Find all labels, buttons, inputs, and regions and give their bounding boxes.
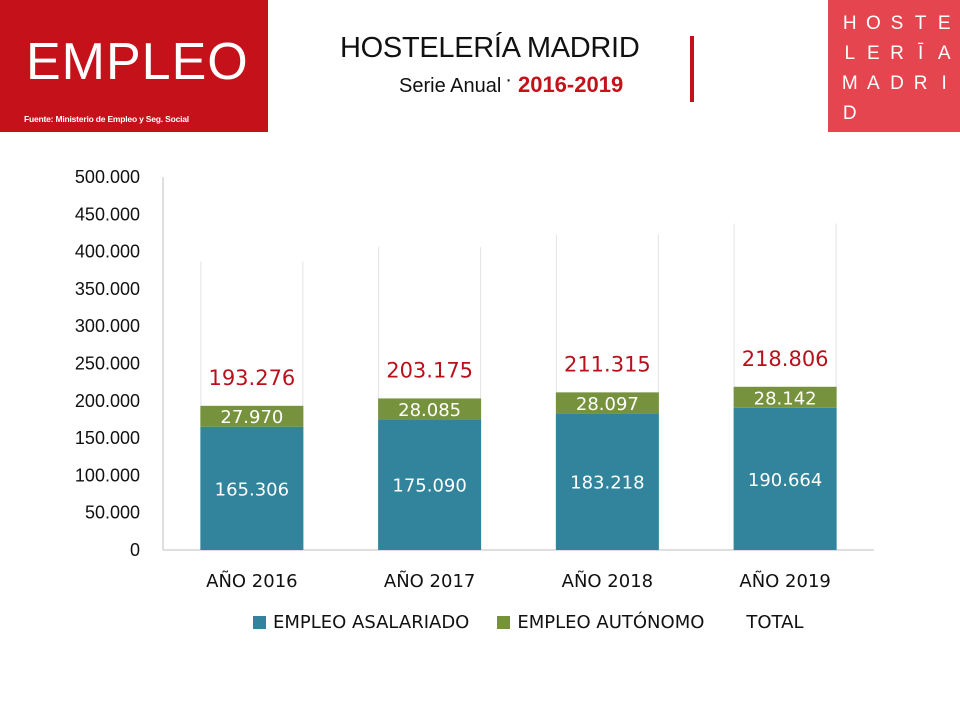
data-label-asalariado: 183.218: [570, 473, 644, 494]
bar-asalariado: [200, 426, 304, 550]
page-subtitle: Serie Anual · 2016-2019: [399, 69, 624, 98]
source-note: Fuente: Ministerio de Empleo y Seg. Soci…: [24, 114, 189, 124]
y-tick-label: 0: [130, 540, 140, 560]
bar-autonomo: [378, 398, 482, 420]
data-label-autonomo: 28.085: [398, 400, 461, 421]
data-label-total: 193.276: [208, 366, 295, 390]
subtitle-text: Serie Anual: [399, 75, 502, 97]
logo-letter: S: [890, 13, 904, 34]
data-label-total: 218.806: [742, 347, 829, 371]
subtitle-years: 2016-2019: [517, 72, 624, 97]
legend-item: EMPLEO ASALARIADO: [253, 612, 469, 633]
legend-label: EMPLEO ASALARIADO: [273, 611, 470, 633]
logo-letter: Ī: [917, 43, 924, 64]
data-label-autonomo: 27.970: [220, 407, 283, 428]
data-label-asalariado: 190.664: [748, 470, 822, 491]
logo-letter: A: [937, 43, 951, 64]
y-tick-label: 150.000: [75, 428, 140, 448]
logo-letter: E: [937, 13, 951, 34]
logo-letter: D: [890, 73, 904, 94]
logo-letter: A: [867, 73, 880, 94]
legend-item: EMPLEO AUTÓNOMO: [497, 612, 704, 633]
logo-letter: H: [842, 13, 857, 34]
data-label-asalariado: 175.090: [392, 476, 466, 497]
y-tick-label: 100.000: [75, 465, 140, 485]
legend-item: TOTAL: [732, 612, 803, 633]
x-category-label: AÑO 2017: [384, 570, 475, 592]
x-category-label: AÑO 2018: [562, 570, 653, 592]
bar-autonomo: [555, 392, 659, 414]
legend-label: TOTAL: [746, 611, 804, 633]
section-badge: EMPLEO Fuente: Ministerio de Empleo y Se…: [0, 0, 268, 132]
bar-autonomo: [733, 386, 837, 408]
data-label-total: 203.175: [386, 358, 473, 382]
y-tick-label: 500.000: [75, 167, 140, 187]
y-tick-label: 350.000: [75, 279, 140, 299]
chart-legend: EMPLEO ASALARIADO EMPLEO AUTÓNOMO TOTAL: [253, 610, 832, 634]
y-tick-label: 300.000: [75, 316, 140, 336]
logo-letter: O: [866, 13, 881, 34]
y-tick-label: 400.000: [75, 242, 140, 262]
legend-swatch: [253, 615, 266, 629]
data-label-autonomo: 28.097: [576, 394, 639, 415]
y-tick-label: 250.000: [75, 354, 140, 374]
logo-letter: E: [867, 43, 880, 64]
logo-letter: I: [941, 73, 947, 94]
bar-autonomo: [200, 405, 304, 427]
header-divider: [690, 36, 694, 102]
logo-letter: L: [844, 43, 856, 64]
page-title: HOSTELERÍA MADRID: [340, 32, 640, 64]
logo-letter: R: [913, 73, 928, 94]
logo-letter: M: [841, 73, 858, 94]
section-title: EMPLEO: [26, 33, 249, 91]
logo-letter: D: [842, 103, 857, 124]
data-label-asalariado: 165.306: [215, 479, 289, 500]
y-tick-label: 200.000: [75, 391, 140, 411]
logo-letter: R: [890, 43, 904, 64]
data-label-autonomo: 28.142: [754, 388, 817, 409]
y-tick-label: 450.000: [75, 204, 140, 224]
bar-asalariado: [378, 419, 482, 550]
data-label-total: 211.315: [564, 352, 651, 376]
legend-swatch: [497, 615, 511, 629]
subtitle-separator: ·: [505, 69, 512, 91]
bar-asalariado: [555, 413, 659, 550]
x-category-label: AÑO 2016: [206, 570, 297, 592]
bar-asalariado: [733, 407, 837, 550]
x-category-label: AÑO 2019: [739, 570, 830, 592]
y-tick-label: 50.000: [85, 503, 140, 523]
logo-letter: T: [914, 13, 927, 34]
legend-label: EMPLEO AUTÓNOMO: [517, 611, 705, 633]
